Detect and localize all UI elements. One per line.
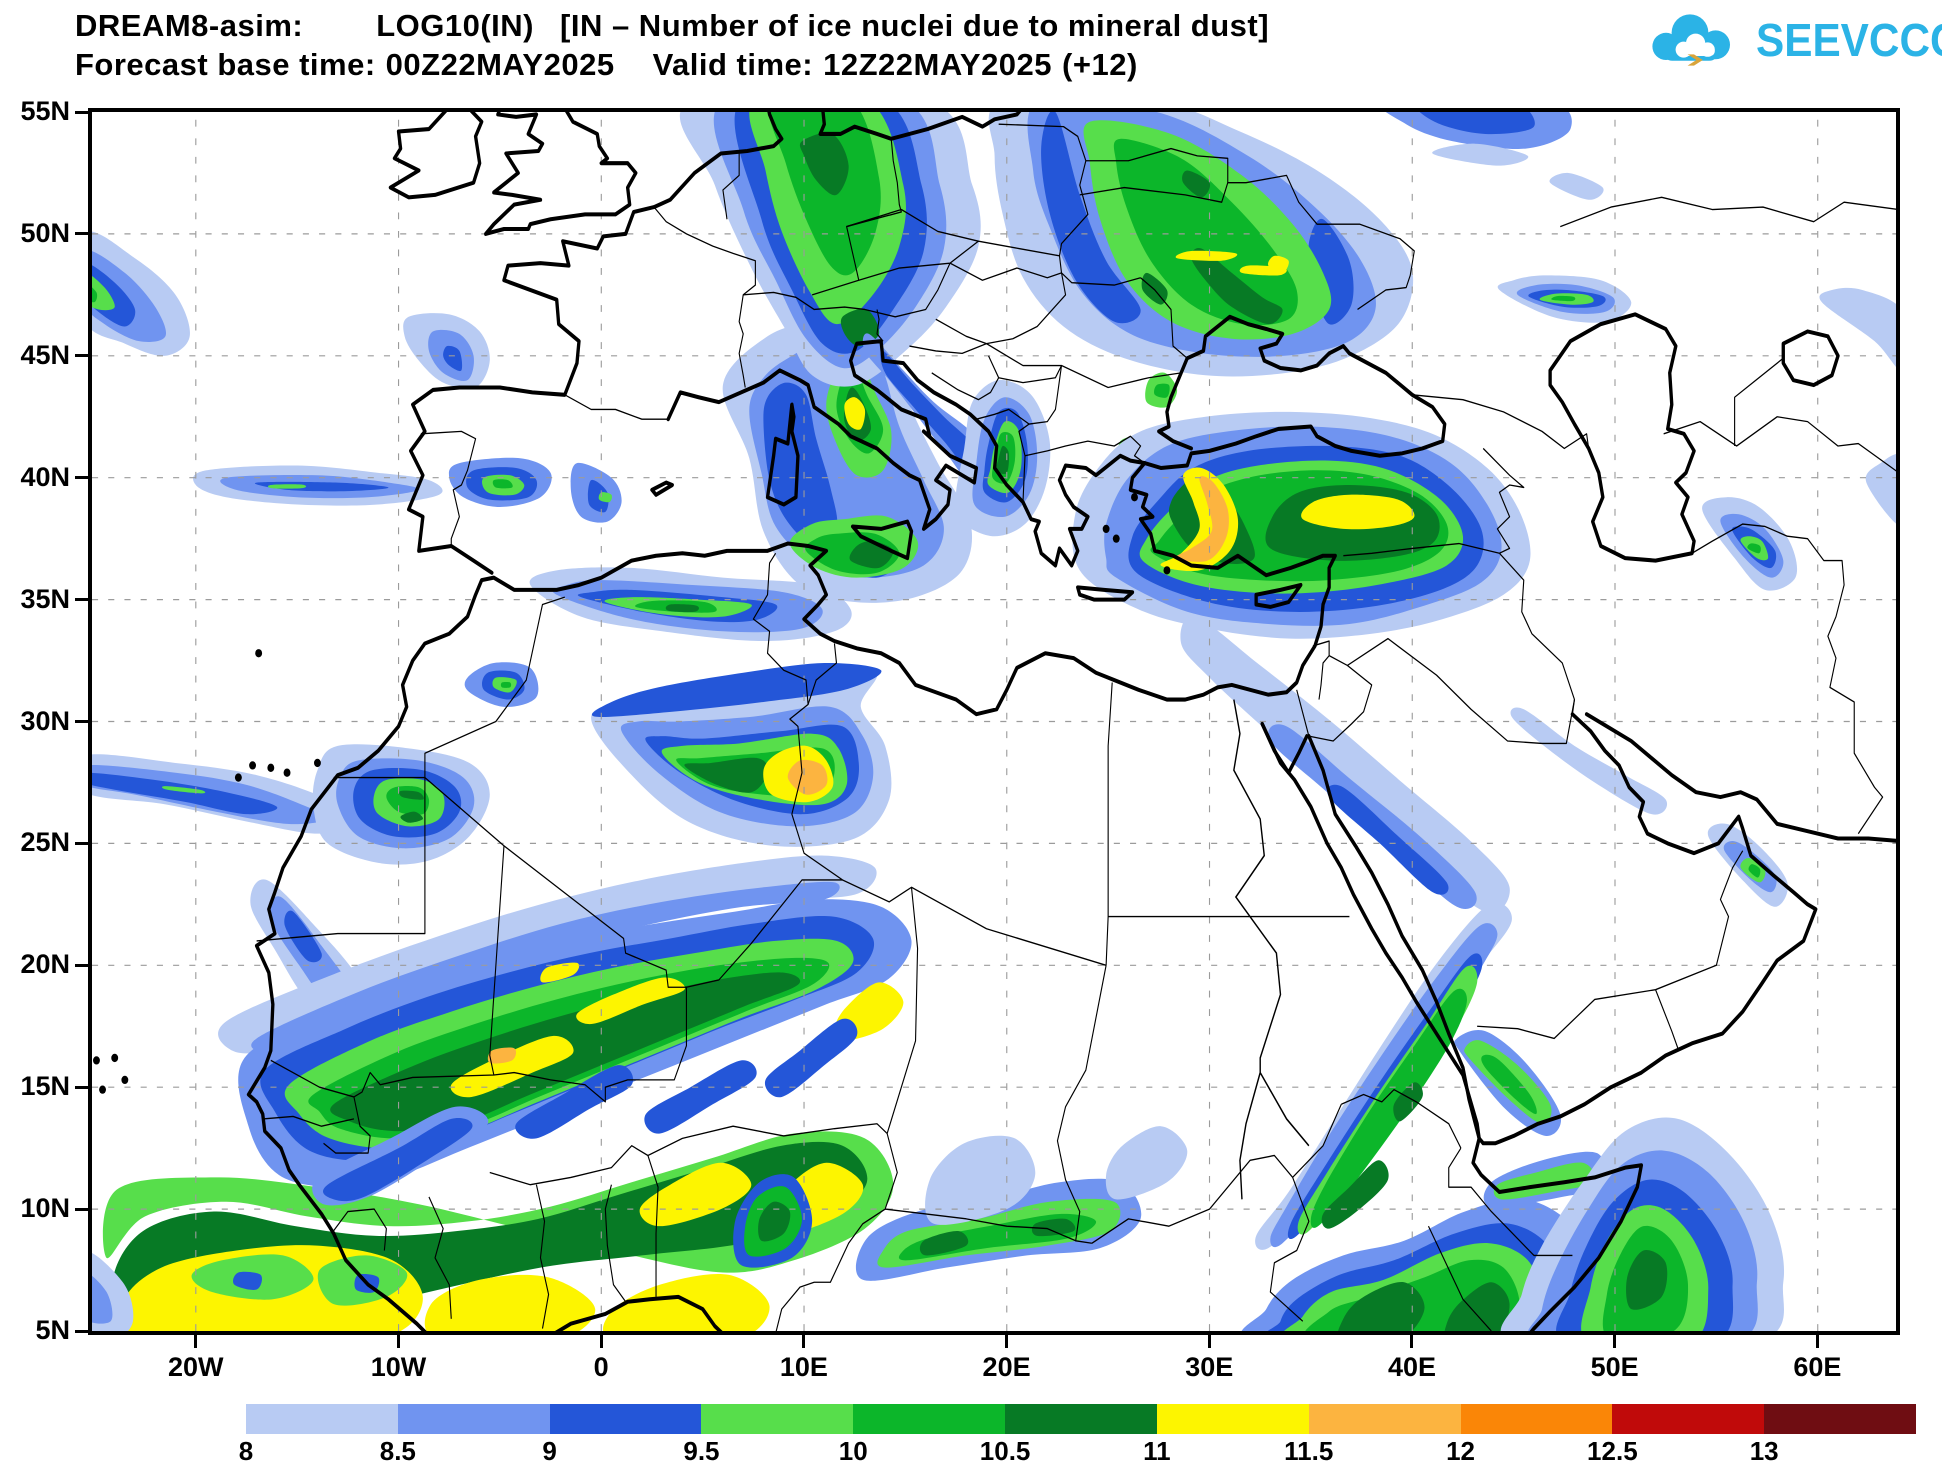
lat-tick bbox=[75, 720, 88, 723]
valid-time-value: 12Z22MAY2025 bbox=[823, 47, 1053, 82]
lon-label: 10E bbox=[779, 1352, 828, 1382]
lon-label: 20E bbox=[982, 1352, 1031, 1382]
lat-tick bbox=[75, 598, 88, 602]
lat-tick bbox=[75, 232, 88, 236]
legend-swatch-10 bbox=[853, 1404, 1006, 1434]
nile-river bbox=[1233, 699, 1310, 1200]
legend-swatch-9.5 bbox=[701, 1404, 854, 1434]
lat-tick bbox=[75, 841, 88, 845]
legend-label: 9.5 bbox=[683, 1436, 720, 1466]
valid-time-label: Valid time: bbox=[652, 47, 814, 82]
forecast-offset: (+12) bbox=[1062, 47, 1138, 82]
variable-name: LOG10(IN) bbox=[376, 8, 535, 43]
legend-label: 12.5 bbox=[1587, 1436, 1638, 1466]
lon-tick bbox=[802, 1335, 806, 1348]
lon-tick bbox=[1005, 1335, 1009, 1348]
legend-label: 12 bbox=[1446, 1436, 1475, 1466]
legend-label: 10 bbox=[838, 1436, 868, 1466]
lon-tick bbox=[194, 1335, 198, 1348]
lon-tick bbox=[1410, 1335, 1414, 1348]
lon-tick bbox=[1207, 1335, 1211, 1348]
arrow-icon bbox=[1687, 54, 1703, 66]
lat-label: 25N bbox=[20, 827, 70, 858]
legend-label: 8.5 bbox=[379, 1436, 416, 1466]
lat-label: 35N bbox=[20, 583, 70, 614]
legend-label: 11.5 bbox=[1284, 1436, 1334, 1466]
cloud-logo-icon bbox=[1652, 14, 1730, 66]
lat-label: 55N bbox=[20, 96, 70, 126]
lon-label: 60E bbox=[1793, 1352, 1842, 1382]
legend-label: 8 bbox=[238, 1436, 254, 1466]
legend-label: 13 bbox=[1749, 1436, 1779, 1466]
lat-tick bbox=[75, 110, 88, 114]
lat-label: 50N bbox=[20, 217, 70, 248]
lat-label: 40N bbox=[20, 461, 70, 492]
lon-tick bbox=[396, 1335, 400, 1348]
legend-swatch-8 bbox=[246, 1404, 398, 1434]
lon-tick bbox=[1613, 1335, 1617, 1348]
lat-label: 30N bbox=[20, 705, 70, 736]
legend-swatch-9 bbox=[549, 1404, 702, 1434]
legend-swatch-12.5 bbox=[1612, 1404, 1765, 1434]
legend-swatch-13 bbox=[1764, 1404, 1916, 1434]
lon-tick bbox=[599, 1335, 603, 1348]
lat-tick bbox=[75, 354, 88, 358]
legend-swatch-10.5 bbox=[1005, 1404, 1157, 1434]
lon-label: 10W bbox=[370, 1352, 427, 1382]
color-legend bbox=[246, 1404, 1916, 1434]
lon-label: 30E bbox=[1185, 1352, 1234, 1382]
forecast-base-time: 00Z22MAY2025 bbox=[385, 47, 615, 82]
legend-swatch-12 bbox=[1460, 1404, 1613, 1434]
lon-label: 0 bbox=[593, 1352, 609, 1382]
legend-swatch-8.5 bbox=[397, 1404, 550, 1434]
legend-label: 10.5 bbox=[979, 1436, 1031, 1466]
lat-tick bbox=[75, 1329, 88, 1333]
time-line: Forecast base time: 00Z22MAY2025 Valid tim… bbox=[75, 47, 1138, 83]
legend-swatch-11 bbox=[1156, 1404, 1309, 1434]
lon-label: 40E bbox=[1387, 1352, 1436, 1382]
title-line: DREAM8-asim: LOG10(IN) [IN – Number of ice… bbox=[75, 8, 1269, 44]
logo-text: SEEVCCC bbox=[1756, 14, 1942, 66]
lat-tick bbox=[75, 1207, 88, 1211]
legend-label: 11 bbox=[1143, 1436, 1171, 1466]
lon-tick bbox=[1815, 1335, 1819, 1348]
forecast-base-label: Forecast base time: bbox=[75, 47, 376, 82]
lat-label: 20N bbox=[20, 949, 70, 980]
legend-swatch-11.5 bbox=[1308, 1404, 1461, 1434]
coastlines-borders bbox=[93, 112, 1896, 1331]
lat-tick bbox=[75, 476, 88, 480]
model-name: DREAM8-asim: bbox=[75, 8, 304, 43]
lat-label: 10N bbox=[20, 1193, 70, 1224]
seevccc-logo: SEEVCCC bbox=[1642, 8, 1942, 72]
lat-label: 5N bbox=[35, 1315, 70, 1345]
variable-description: [IN – Number of ice nuclei due to minera… bbox=[560, 8, 1270, 43]
lat-label: 15N bbox=[20, 1071, 70, 1102]
contour-fills bbox=[92, 112, 1896, 1331]
lat-tick bbox=[75, 1085, 88, 1089]
forecast-map-canvas bbox=[92, 112, 1896, 1331]
legend-label: 9 bbox=[542, 1436, 557, 1466]
lon-label: 20W bbox=[168, 1352, 224, 1382]
map-frame bbox=[88, 108, 1900, 1335]
lon-label: 50E bbox=[1590, 1352, 1639, 1382]
lat-label: 45N bbox=[20, 339, 70, 370]
lat-tick bbox=[75, 963, 88, 967]
